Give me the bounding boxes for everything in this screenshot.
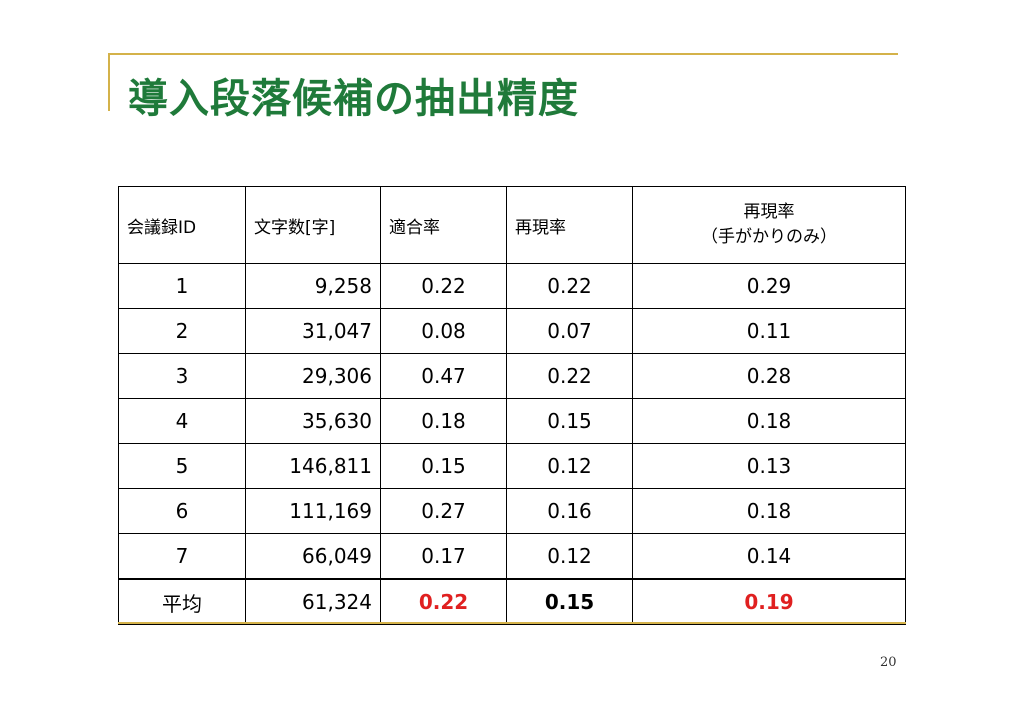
cell-recall: 0.12: [506, 533, 633, 580]
cell-chars: 146,811: [245, 443, 381, 489]
table-row: 4 35,630 0.18 0.15 0.18: [118, 398, 906, 444]
cell-id: 1: [118, 263, 246, 309]
cell-recall-cue: 0.18: [632, 398, 906, 444]
slide-title: 導入段落候補の抽出精度: [128, 76, 579, 122]
cell-recall: 0.22: [506, 263, 633, 309]
cell-average-precision: 0.22: [380, 578, 507, 625]
cell-chars: 31,047: [245, 308, 381, 354]
cell-average-chars: 61,324: [245, 578, 381, 625]
cell-recall: 0.07: [506, 308, 633, 354]
cell-average-recall-cue: 0.19: [632, 578, 906, 625]
table-row: 5 146,811 0.15 0.12 0.13: [118, 443, 906, 489]
cell-id: 6: [118, 488, 246, 534]
header-precision: 適合率: [380, 186, 507, 264]
cell-precision: 0.15: [380, 443, 507, 489]
precision-table: 会議録ID 文字数[字] 適合率 再現率 再現率 （手がかりのみ） 1 9,25…: [118, 186, 906, 625]
cell-recall: 0.22: [506, 353, 633, 399]
cell-id: 4: [118, 398, 246, 444]
header-recall-cue-line1: 再現率: [743, 202, 795, 223]
table-row: 3 29,306 0.47 0.22 0.28: [118, 353, 906, 399]
cell-recall: 0.15: [506, 398, 633, 444]
cell-chars: 35,630: [245, 398, 381, 444]
cell-precision: 0.27: [380, 488, 507, 534]
table-bottom-accent-line: [118, 622, 906, 624]
cell-precision: 0.18: [380, 398, 507, 444]
cell-average-label: 平均: [118, 578, 246, 625]
title-accent-line: [108, 53, 898, 55]
cell-recall: 0.12: [506, 443, 633, 489]
cell-chars: 66,049: [245, 533, 381, 580]
cell-id: 3: [118, 353, 246, 399]
cell-recall: 0.16: [506, 488, 633, 534]
table-row: 2 31,047 0.08 0.07 0.11: [118, 308, 906, 354]
cell-chars: 9,258: [245, 263, 381, 309]
cell-recall-cue: 0.28: [632, 353, 906, 399]
cell-precision: 0.22: [380, 263, 507, 309]
cell-recall-cue: 0.14: [632, 533, 906, 580]
page-number: 20: [880, 655, 897, 670]
header-recall-cue: 再現率 （手がかりのみ）: [632, 186, 906, 264]
header-chars: 文字数[字]: [245, 186, 381, 264]
header-recall-cue-line2: （手がかりのみ）: [701, 227, 837, 247]
cell-chars: 111,169: [245, 488, 381, 534]
table-row: 6 111,169 0.27 0.16 0.18: [118, 488, 906, 534]
title-accent-bar: [108, 53, 110, 111]
cell-id: 5: [118, 443, 246, 489]
cell-precision: 0.17: [380, 533, 507, 580]
cell-average-recall: 0.15: [506, 578, 633, 625]
cell-recall-cue: 0.13: [632, 443, 906, 489]
table-header-row: 会議録ID 文字数[字] 適合率 再現率 再現率 （手がかりのみ）: [118, 186, 906, 264]
header-recall: 再現率: [506, 186, 633, 264]
cell-precision: 0.08: [380, 308, 507, 354]
cell-recall-cue: 0.18: [632, 488, 906, 534]
cell-recall-cue: 0.11: [632, 308, 906, 354]
cell-chars: 29,306: [245, 353, 381, 399]
table-row: 7 66,049 0.17 0.12 0.14: [118, 533, 906, 580]
table-average-row: 平均 61,324 0.22 0.15 0.19: [118, 578, 906, 625]
cell-id: 7: [118, 533, 246, 580]
cell-precision: 0.47: [380, 353, 507, 399]
header-id: 会議録ID: [118, 186, 246, 264]
table-row: 1 9,258 0.22 0.22 0.29: [118, 263, 906, 309]
cell-id: 2: [118, 308, 246, 354]
cell-recall-cue: 0.29: [632, 263, 906, 309]
